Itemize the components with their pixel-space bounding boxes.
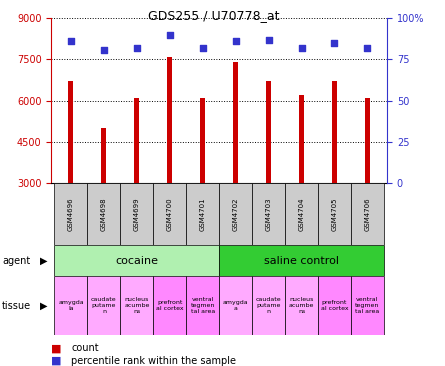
- Text: ▶: ▶: [40, 256, 47, 266]
- FancyBboxPatch shape: [351, 183, 384, 245]
- Text: amygda
la: amygda la: [58, 300, 84, 311]
- Point: [265, 37, 272, 43]
- Text: GSM4701: GSM4701: [200, 197, 206, 231]
- Bar: [167, 57, 172, 183]
- FancyBboxPatch shape: [318, 276, 351, 335]
- Point: [232, 38, 239, 44]
- Point: [133, 45, 140, 51]
- Bar: [365, 98, 370, 183]
- Text: ventral
tegmen
tal area: ventral tegmen tal area: [190, 297, 215, 314]
- Text: percentile rank within the sample: percentile rank within the sample: [71, 355, 236, 366]
- Text: nucleus
acumbe
ns: nucleus acumbe ns: [289, 297, 314, 314]
- Bar: [134, 98, 139, 183]
- FancyBboxPatch shape: [219, 245, 384, 276]
- FancyBboxPatch shape: [120, 276, 153, 335]
- FancyBboxPatch shape: [285, 183, 318, 245]
- Point: [199, 45, 206, 51]
- FancyBboxPatch shape: [120, 183, 153, 245]
- Text: cocaine: cocaine: [115, 256, 158, 266]
- FancyBboxPatch shape: [318, 183, 351, 245]
- Text: count: count: [71, 343, 99, 354]
- FancyBboxPatch shape: [153, 183, 186, 245]
- Bar: [101, 128, 106, 183]
- Text: ventral
tegmen
tal area: ventral tegmen tal area: [355, 297, 380, 314]
- FancyBboxPatch shape: [87, 276, 120, 335]
- Text: GSM4705: GSM4705: [332, 197, 337, 231]
- FancyBboxPatch shape: [252, 276, 285, 335]
- FancyBboxPatch shape: [87, 183, 120, 245]
- Text: caudate
putame
n: caudate putame n: [256, 297, 281, 314]
- Text: amygda
a: amygda a: [223, 300, 248, 311]
- Point: [364, 45, 371, 51]
- Text: ▶: ▶: [40, 300, 47, 311]
- Text: GSM4702: GSM4702: [233, 197, 239, 231]
- FancyBboxPatch shape: [186, 183, 219, 245]
- Text: nucleus
acumbe
ns: nucleus acumbe ns: [124, 297, 150, 314]
- FancyBboxPatch shape: [153, 276, 186, 335]
- Point: [298, 45, 305, 51]
- Text: saline control: saline control: [264, 256, 339, 266]
- FancyBboxPatch shape: [186, 276, 219, 335]
- Text: agent: agent: [2, 256, 30, 266]
- FancyBboxPatch shape: [252, 183, 285, 245]
- FancyBboxPatch shape: [54, 245, 219, 276]
- Point: [67, 38, 74, 44]
- Text: GSM4704: GSM4704: [299, 197, 304, 231]
- Bar: [299, 95, 304, 183]
- Bar: [200, 98, 205, 183]
- Point: [100, 46, 107, 52]
- FancyBboxPatch shape: [219, 183, 252, 245]
- Text: caudate
putame
n: caudate putame n: [91, 297, 117, 314]
- FancyBboxPatch shape: [54, 183, 87, 245]
- Text: GSM4703: GSM4703: [266, 197, 271, 231]
- Text: GSM4698: GSM4698: [101, 197, 107, 231]
- Bar: [233, 62, 238, 183]
- Bar: [69, 82, 73, 183]
- Text: GSM4699: GSM4699: [134, 197, 140, 231]
- Text: GDS255 / U70778_at: GDS255 / U70778_at: [148, 9, 279, 22]
- Text: prefront
al cortex: prefront al cortex: [321, 300, 348, 311]
- FancyBboxPatch shape: [351, 276, 384, 335]
- Point: [166, 32, 173, 38]
- Text: ■: ■: [51, 355, 62, 366]
- FancyBboxPatch shape: [54, 276, 87, 335]
- Text: GSM4696: GSM4696: [68, 197, 74, 231]
- Text: ■: ■: [51, 343, 62, 354]
- FancyBboxPatch shape: [285, 276, 318, 335]
- Text: GSM4700: GSM4700: [167, 197, 173, 231]
- Text: tissue: tissue: [2, 300, 31, 311]
- Bar: [266, 82, 271, 183]
- Point: [331, 40, 338, 46]
- Bar: [332, 82, 337, 183]
- Text: GSM4706: GSM4706: [364, 197, 370, 231]
- Text: prefront
al cortex: prefront al cortex: [156, 300, 184, 311]
- FancyBboxPatch shape: [219, 276, 252, 335]
